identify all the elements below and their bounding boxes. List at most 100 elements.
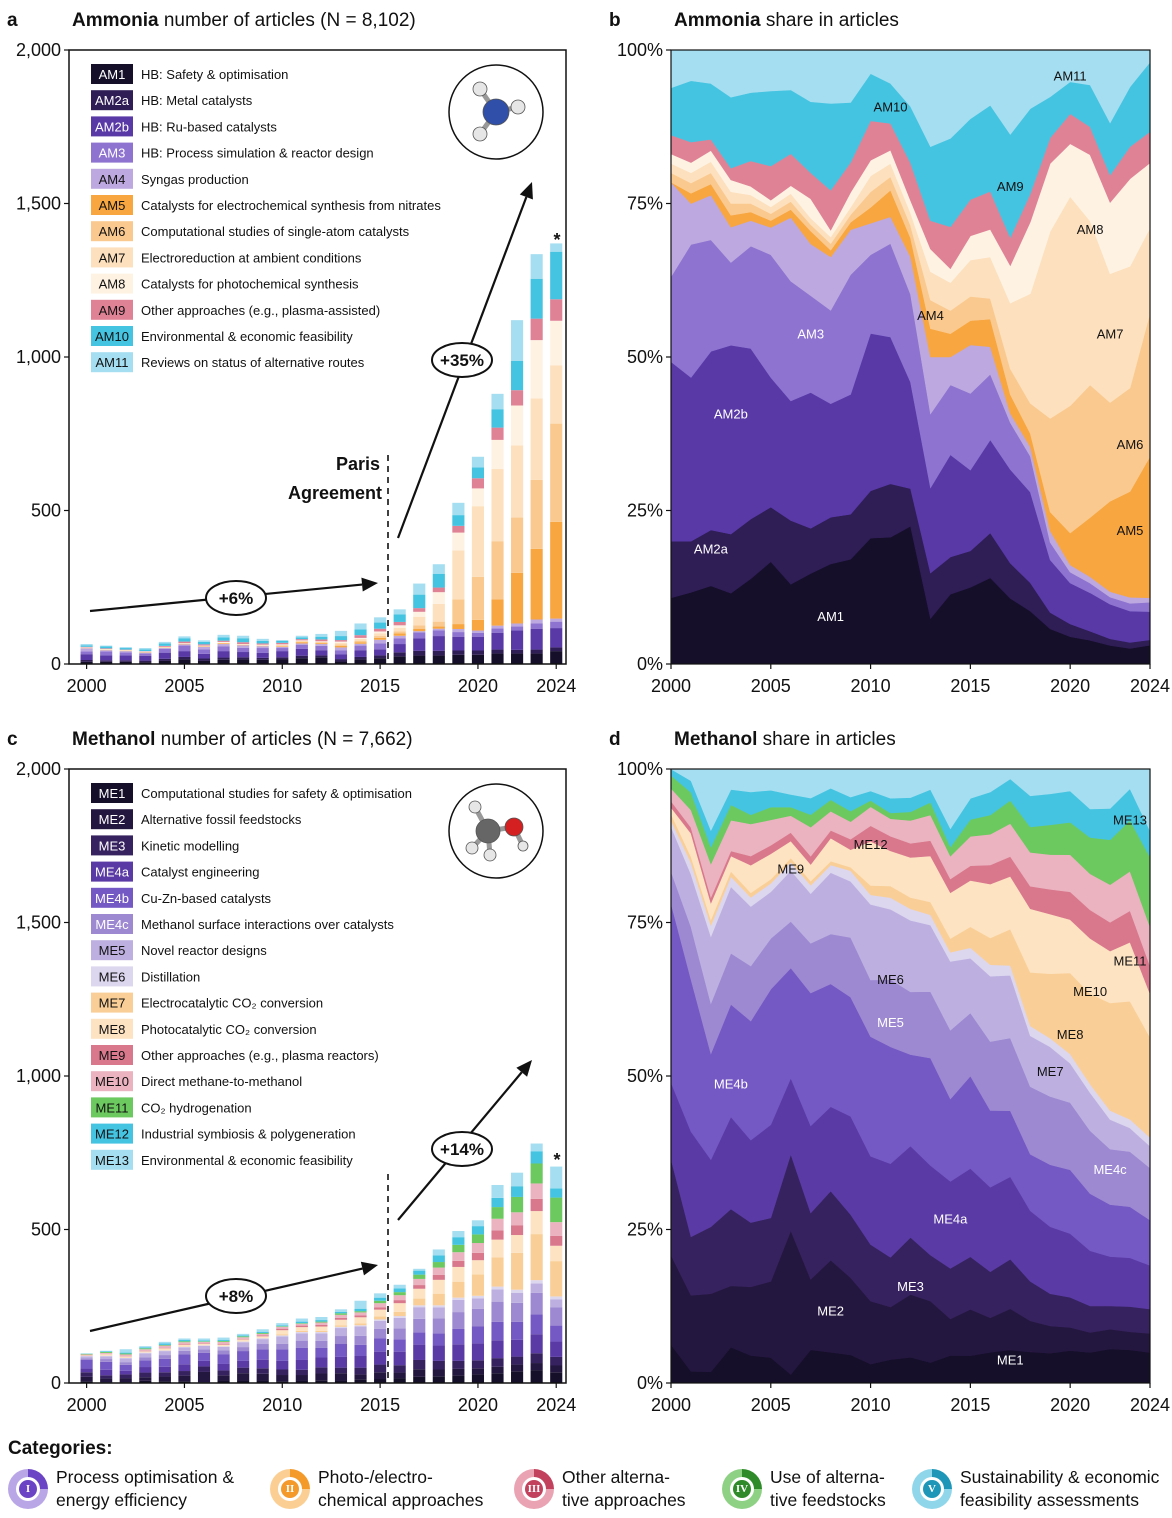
bar-segment-am2b xyxy=(471,636,485,651)
legend-swatch-me4a xyxy=(91,861,133,882)
legend-code-me5: ME5 xyxy=(99,943,126,958)
bar-segment-me12 xyxy=(511,1186,524,1197)
bar-segment-me8 xyxy=(315,1326,328,1331)
bar-segment-am11 xyxy=(511,320,524,361)
bar-segment-me4c xyxy=(80,1358,93,1360)
bar-segment-am6 xyxy=(432,621,445,627)
bar-segment-me13 xyxy=(158,1341,171,1344)
bar-segment-me4b xyxy=(452,1328,465,1345)
growth-pre-label: +6% xyxy=(219,589,254,608)
bar-segment-am11 xyxy=(139,648,152,650)
bar-segment-me13 xyxy=(178,1338,191,1341)
area-label-me4b: ME4b xyxy=(714,1076,748,1091)
legend-code-me12: ME12 xyxy=(95,1127,129,1142)
bar-segment-am3 xyxy=(80,651,93,655)
bar-segment-me10 xyxy=(100,1352,113,1354)
bar-segment-me4b xyxy=(158,1358,171,1367)
plot-frame xyxy=(68,49,567,665)
bar-segment-me1 xyxy=(393,1378,406,1383)
bar-segment-me6 xyxy=(452,1297,465,1300)
bar-segment-me6 xyxy=(100,1355,113,1357)
bar-segment-am2a xyxy=(511,649,524,654)
y-tick-label: 100% xyxy=(617,759,663,779)
bar-segment-am5 xyxy=(432,626,445,629)
legend-label-am8: Catalysts for photochemical synthesis xyxy=(141,277,359,292)
bar-segment-me12 xyxy=(354,1308,367,1312)
bar-segment-me13 xyxy=(276,1323,289,1326)
bar-segment-me10 xyxy=(413,1278,426,1286)
bar-segment-me4c xyxy=(393,1328,406,1340)
bar-segment-me3 xyxy=(374,1364,387,1373)
bar-segment-me4c xyxy=(491,1301,504,1322)
bar-segment-me10 xyxy=(471,1243,485,1253)
bar-segment-me12 xyxy=(374,1297,387,1301)
legend-swatch-am5 xyxy=(91,195,133,215)
bar-segment-am2a xyxy=(197,658,211,661)
bar-segment-me4b xyxy=(530,1314,543,1335)
bar-segment-am10 xyxy=(100,646,113,649)
bar-segment-am2b xyxy=(276,651,289,658)
panel-title-d: Methanol share in articles xyxy=(674,729,896,750)
bar-segment-me11 xyxy=(295,1323,308,1324)
bar-segment-am9 xyxy=(315,639,328,642)
bar-segment-me10 xyxy=(530,1183,543,1199)
asterisk: * xyxy=(553,230,560,250)
bar-segment-me5 xyxy=(217,1346,230,1351)
bar-segment-me4b xyxy=(276,1349,289,1361)
bar-segment-am3 xyxy=(197,649,211,654)
legend-label-am3: HB: Process simulation & reactor design xyxy=(141,146,374,161)
area-label-me1: ME1 xyxy=(997,1353,1024,1368)
bar-segment-me4a xyxy=(393,1351,406,1366)
bar-segment-me13 xyxy=(452,1231,465,1238)
bar-segment-me4b xyxy=(237,1351,250,1361)
legend-code-am1: AM1 xyxy=(99,67,126,82)
x-tick-label: 2015 xyxy=(360,1395,400,1415)
bar-segment-me2 xyxy=(315,1373,328,1381)
bar-segment-me6 xyxy=(119,1357,132,1359)
category-4-label: Use of alterna- tive feedstocks xyxy=(770,1467,886,1510)
bar-segment-me3 xyxy=(413,1359,426,1370)
bar-segment-me4c xyxy=(413,1318,426,1333)
bar-segment-me1 xyxy=(432,1376,445,1383)
legend-swatch-am9 xyxy=(91,299,133,320)
bar-segment-am7 xyxy=(374,633,387,637)
bar-segment-me2 xyxy=(119,1378,132,1383)
legend-swatch-me4c xyxy=(91,914,133,934)
bar-segment-am2a xyxy=(471,650,485,655)
bar-segment-am1 xyxy=(393,656,406,664)
bar-segment-me7 xyxy=(491,1257,504,1287)
bar-segment-me4a xyxy=(471,1343,485,1361)
x-tick-label: 2015 xyxy=(950,676,990,696)
bar-segment-am2a xyxy=(413,650,426,656)
bar-segment-am6 xyxy=(530,479,543,549)
bar-segment-me2 xyxy=(354,1374,367,1380)
area-label-me12: ME12 xyxy=(854,837,888,852)
bar-segment-am10 xyxy=(315,636,328,640)
bar-segment-am5 xyxy=(217,643,230,645)
bar-segment-me5 xyxy=(139,1353,152,1358)
bar-segment-me3 xyxy=(158,1372,171,1377)
bar-segment-me3 xyxy=(491,1358,504,1367)
bar-segment-am4 xyxy=(491,625,504,629)
y-tick-label: 500 xyxy=(31,1220,61,1240)
bar-segment-me3 xyxy=(471,1360,485,1369)
area-label-me6: ME6 xyxy=(877,972,904,987)
bar-segment-am1 xyxy=(295,658,308,664)
bar-segment-am3 xyxy=(491,628,504,633)
y-tick-label: 0 xyxy=(51,654,61,674)
bar-segment-me1 xyxy=(139,1380,152,1383)
legend-label-me13: Environmental & economic feasibility xyxy=(141,1153,353,1168)
bar-segment-am5 xyxy=(511,572,524,624)
bar-segment-am6 xyxy=(471,576,485,620)
bar-segment-me11 xyxy=(432,1262,445,1268)
bar-segment-me11 xyxy=(452,1244,465,1253)
bar-segment-me2 xyxy=(393,1372,406,1379)
bar-segment-am8 xyxy=(530,340,543,399)
bar-segment-am2b xyxy=(139,655,152,661)
legend-code-me1: ME1 xyxy=(99,786,126,801)
legend-label-me9: Other approaches (e.g., plasma reactors) xyxy=(141,1048,379,1063)
y-tick-label: 100% xyxy=(617,40,663,60)
bar-segment-am9 xyxy=(295,639,308,641)
bar-segment-am2a xyxy=(139,660,152,663)
bar-segment-me10 xyxy=(452,1252,465,1261)
